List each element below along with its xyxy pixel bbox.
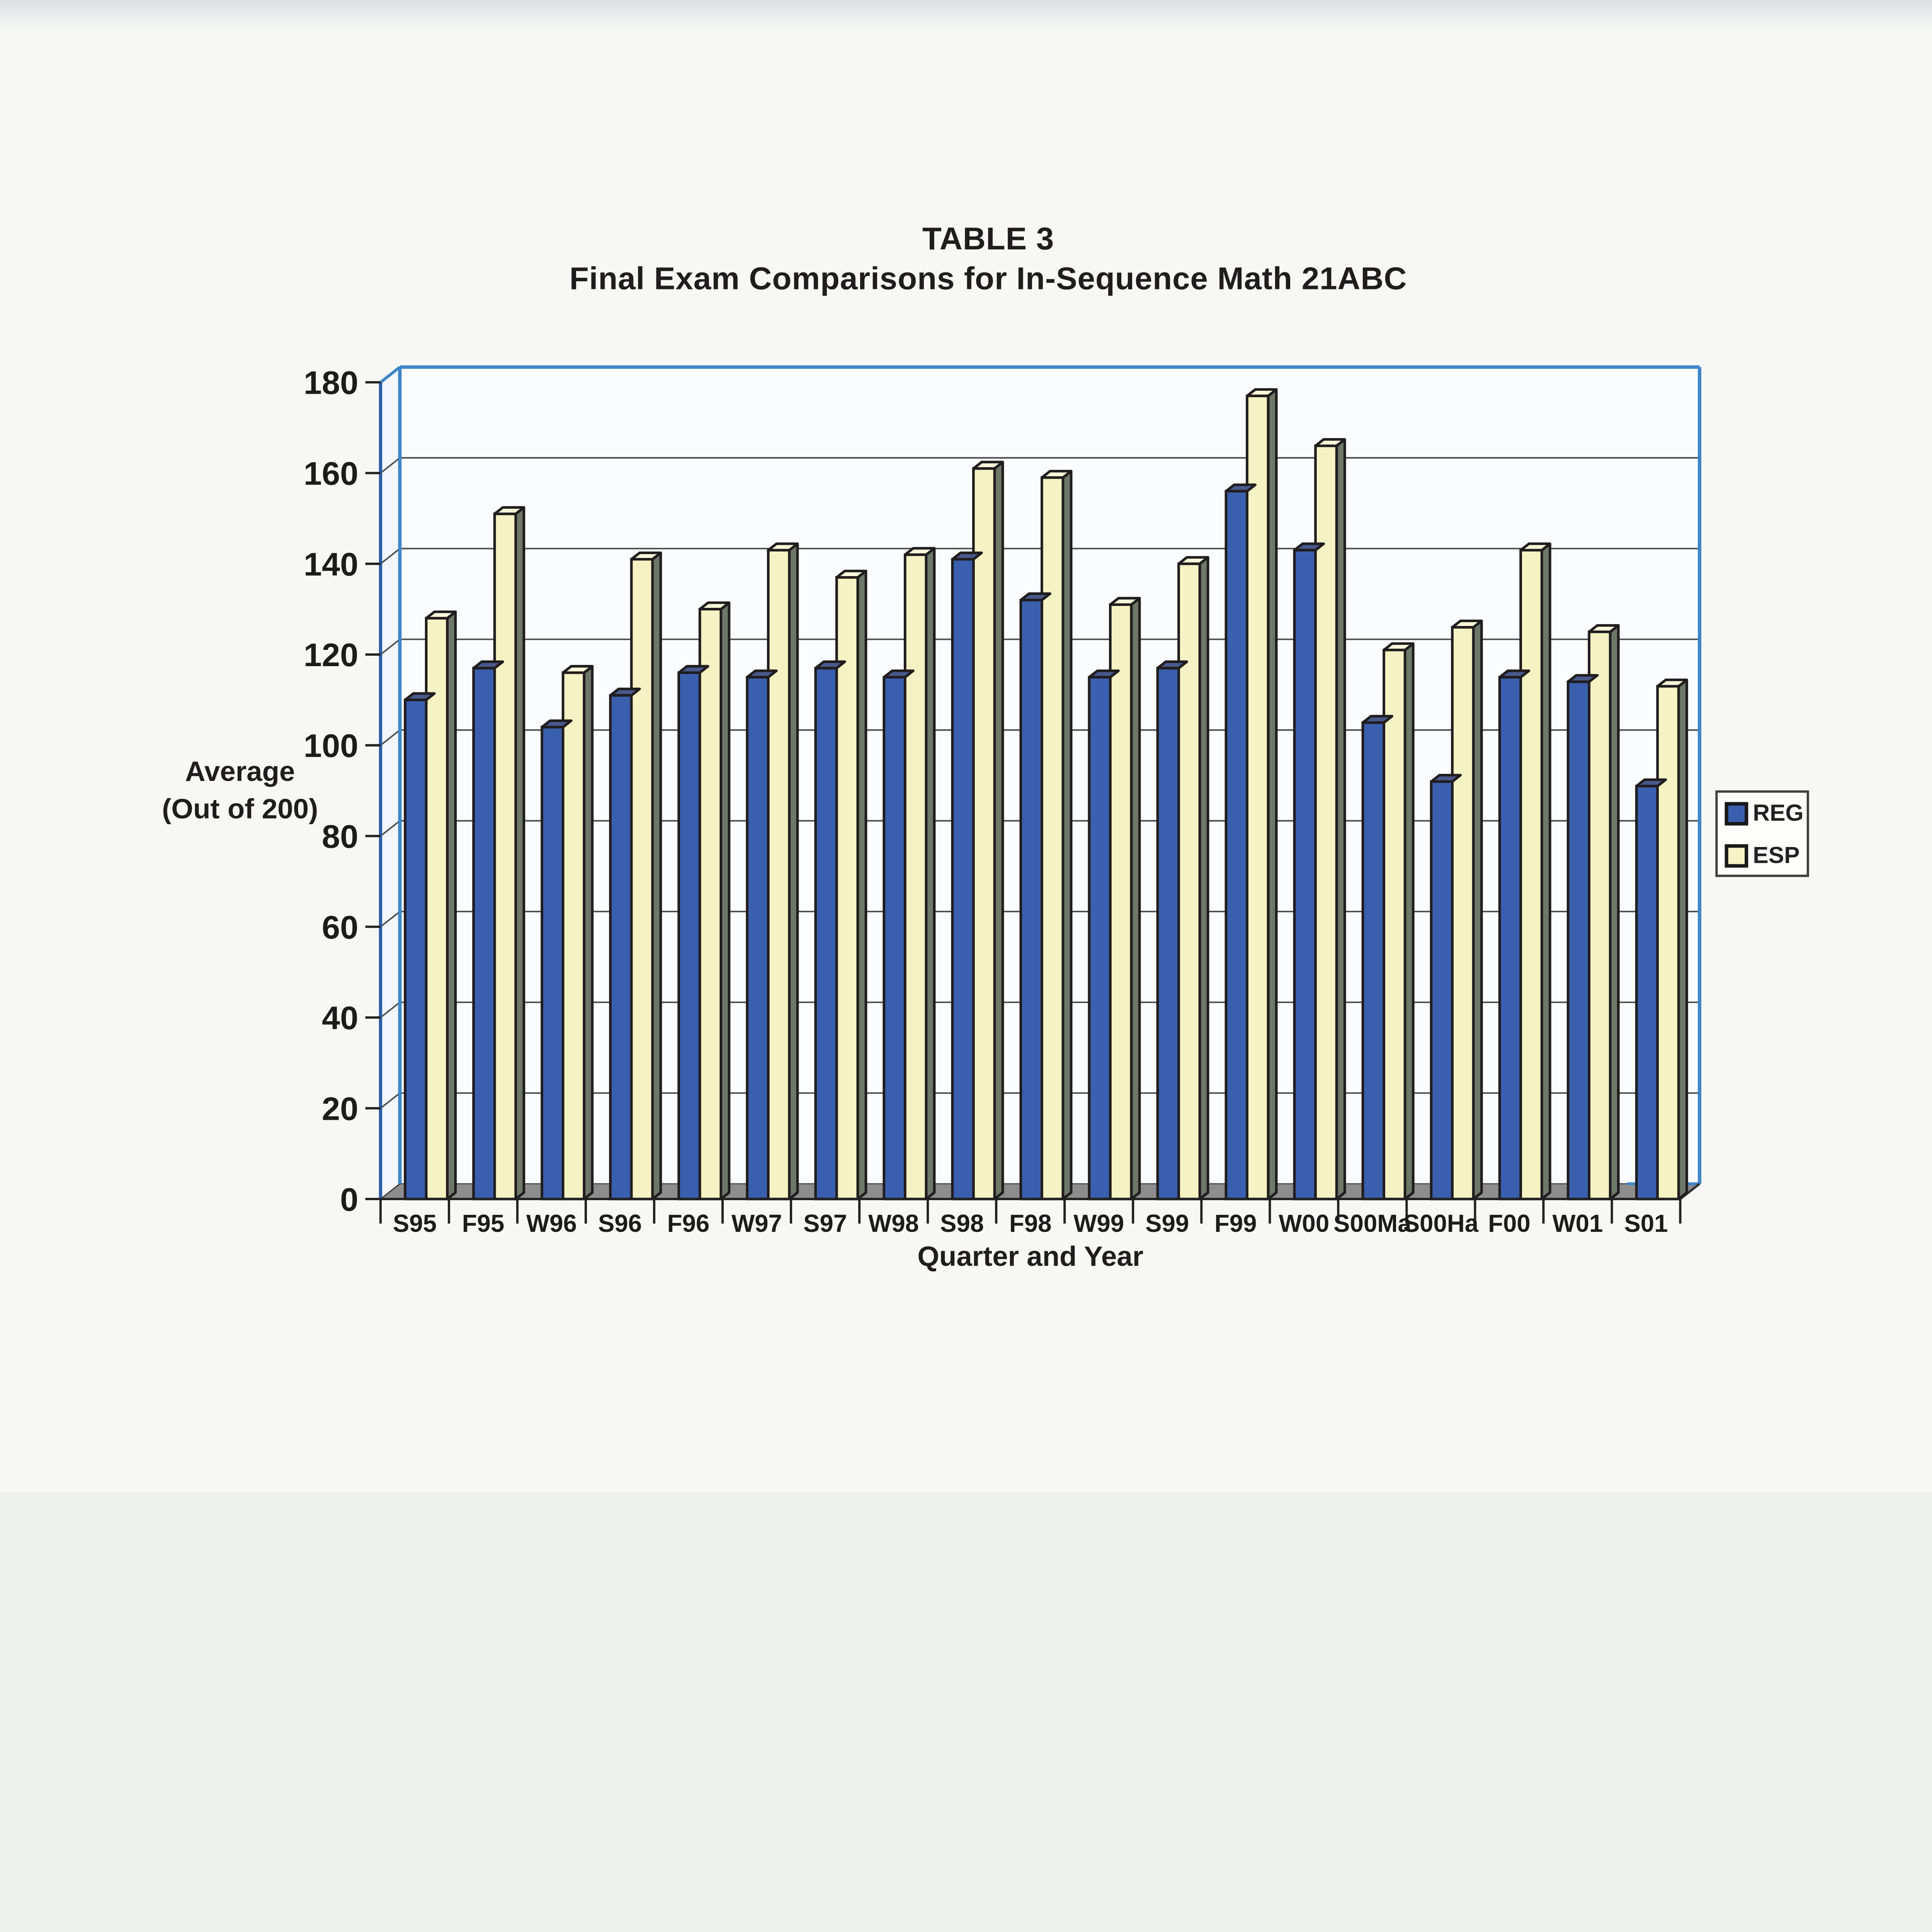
plot-left-wall [380, 367, 400, 1199]
bar-esp-W96 [561, 671, 585, 1201]
x-tick-label-F98: F98 [1009, 1210, 1052, 1237]
legend-item-reg: REG [1725, 802, 1804, 826]
legend-label-reg: REG [1753, 801, 1804, 827]
x-tick-label-F99: F99 [1214, 1210, 1257, 1237]
bar-esp-W98 [903, 553, 928, 1201]
bar-esp-F99 [1246, 395, 1270, 1201]
bar-reg-F99 [1225, 490, 1248, 1201]
x-tick-label-S95: S95 [393, 1210, 437, 1237]
bar-esp-S96 [630, 558, 654, 1201]
x-tick-label-W96: W96 [526, 1210, 577, 1237]
y-tick-label-0: 0 [340, 1181, 358, 1218]
y-tick-label-120: 120 [304, 636, 359, 673]
bar-esp-W00 [1314, 444, 1338, 1201]
gridline-connector-80 [380, 820, 401, 837]
x-tick-label-S00Ma: S00Ma [1333, 1210, 1412, 1237]
bar-reg-F96 [677, 671, 701, 1201]
x-tick-label-S96: S96 [598, 1210, 642, 1237]
bar-esp-F95 [493, 512, 517, 1201]
bar-reg-S98 [951, 558, 975, 1201]
bar-esp-S00Ma [1383, 648, 1406, 1201]
x-tick-label-W99: W99 [1073, 1210, 1124, 1237]
bar-esp-S97 [835, 576, 859, 1201]
bar-esp-S95 [425, 617, 449, 1201]
bar-esp-F98 [1040, 476, 1065, 1201]
bar-esp-W01 [1588, 630, 1612, 1201]
bar-esp-S99 [1177, 562, 1201, 1201]
bar-reg-W97 [746, 676, 770, 1201]
gridline-connector-160 [380, 457, 401, 474]
x-tick-label-S99: S99 [1145, 1210, 1189, 1237]
x-tick-label-W98: W98 [868, 1210, 919, 1237]
bar-reg-S95 [404, 699, 428, 1201]
bar-reg-W99 [1088, 676, 1112, 1201]
bar-reg-W01 [1566, 680, 1590, 1201]
bar-reg-F98 [1019, 599, 1043, 1201]
y-tick-label-40: 40 [322, 1000, 358, 1036]
x-tick-label-S97: S97 [803, 1210, 847, 1237]
gridline-connector-100 [380, 729, 401, 746]
x-tick-label-F95: F95 [462, 1210, 505, 1237]
bar-reg-F00 [1498, 676, 1522, 1201]
bar-esp-F96 [698, 608, 723, 1201]
bar-reg-W98 [883, 676, 906, 1201]
gridline-connector-140 [380, 548, 401, 565]
scanned-page: TABLE 3 Final Exam Comparisons for In-Se… [0, 0, 1932, 1273]
y-axis-label-line1: Average [185, 756, 295, 788]
bar-reg-F95 [472, 667, 496, 1201]
chart-title: TABLE 3 [922, 221, 1054, 257]
x-tick-label-F00: F00 [1488, 1210, 1531, 1237]
y-tick-label-20: 20 [322, 1090, 358, 1127]
x-tick-label-F96: F96 [667, 1210, 710, 1237]
y-tick-label-100: 100 [304, 727, 359, 764]
bar-esp-F00 [1519, 549, 1543, 1201]
x-tick-label-S00Ha: S00Ha [1403, 1210, 1479, 1237]
legend-label-esp: ESP [1753, 843, 1800, 869]
gridline-connector-60 [380, 911, 401, 928]
y-axis-label-line2: (Out of 200) [162, 794, 318, 826]
x-tick-label-W00: W00 [1279, 1210, 1329, 1237]
bar-chart-plot: 0 20 40 60 80 100 120 140 160 180 S95 F95 W96 S96 F96 W… [304, 364, 1702, 1237]
bar-reg-S99 [1156, 667, 1180, 1201]
y-tick-label-140: 140 [304, 546, 359, 582]
gridline-connector-120 [380, 638, 401, 655]
bar-esp-S98 [972, 467, 996, 1201]
x-tick-label-S01: S01 [1624, 1210, 1668, 1237]
y-tick-label-160: 160 [304, 455, 359, 492]
gridline-connector-40 [380, 1002, 401, 1018]
bar-reg-W00 [1293, 549, 1317, 1201]
legend-swatch-reg [1725, 802, 1748, 826]
legend-box: REG ESP [1715, 790, 1809, 877]
bar-reg-S96 [609, 694, 633, 1201]
y-tick-label-60: 60 [322, 909, 358, 946]
bar-esp-W99 [1109, 603, 1133, 1201]
bar-reg-S97 [814, 667, 838, 1201]
x-axis-title: Quarter and Year [917, 1241, 1144, 1273]
bar-reg-S00Ha [1430, 780, 1454, 1201]
bar-reg-S01 [1635, 785, 1659, 1201]
y-tick-label-180: 180 [304, 364, 359, 401]
gridline-connector-20 [380, 1092, 401, 1109]
x-tick-label-W01: W01 [1553, 1210, 1603, 1237]
y-axis-label: Average (Out of 200) [70, 754, 410, 829]
y-tick-label-80: 80 [322, 818, 358, 855]
bar-reg-S00Ma [1361, 721, 1385, 1201]
chart-subtitle: Final Exam Comparisons for In-Sequence M… [569, 261, 1407, 296]
legend-swatch-esp [1725, 844, 1748, 868]
legend-item-esp: ESP [1725, 844, 1800, 868]
x-tick-label-S98: S98 [940, 1210, 984, 1237]
bar-esp-W97 [767, 549, 791, 1201]
x-tick-label-W97: W97 [731, 1210, 782, 1237]
bar-esp-S01 [1656, 685, 1680, 1201]
plot-frame-corner [379, 366, 401, 384]
bar-esp-S00Ha [1451, 626, 1475, 1201]
bar-reg-W96 [541, 726, 565, 1201]
